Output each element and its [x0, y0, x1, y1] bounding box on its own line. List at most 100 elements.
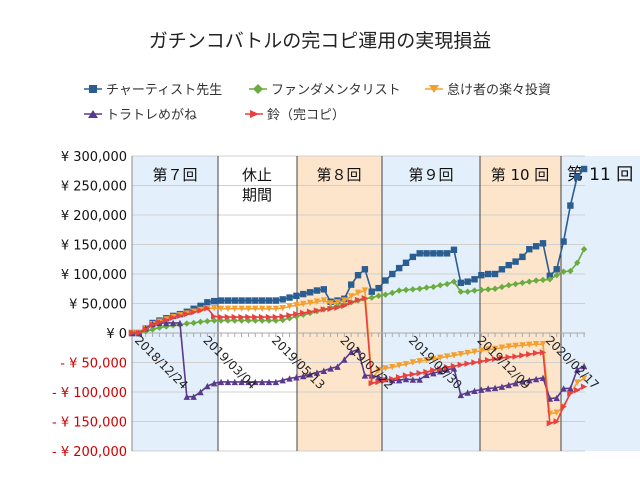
data-point	[320, 306, 327, 313]
data-point	[382, 277, 389, 284]
data-point	[539, 240, 547, 247]
legend-label: トラトレめがね	[106, 108, 198, 123]
data-point	[231, 297, 238, 304]
data-point	[574, 366, 581, 373]
data-point	[293, 310, 300, 318]
data-point	[437, 250, 444, 257]
data-point	[183, 320, 190, 327]
data-point	[368, 294, 375, 301]
data-point	[149, 326, 156, 333]
y-tick-label: ¥ 100,000	[61, 268, 127, 283]
data-point	[539, 349, 547, 356]
data-point	[217, 313, 225, 321]
data-point	[491, 355, 499, 363]
data-point	[354, 296, 362, 304]
data-point	[128, 329, 136, 337]
data-point	[464, 349, 471, 357]
data-point	[286, 312, 293, 319]
data-point	[382, 365, 389, 372]
data-point	[279, 377, 286, 384]
legend-square-marker-icon	[84, 84, 102, 93]
data-point	[361, 294, 369, 302]
data-point	[430, 250, 437, 257]
section-label-line: 第９回	[408, 166, 453, 184]
data-point	[163, 316, 170, 324]
data-point	[512, 353, 519, 360]
section-label: 第 10 回	[491, 166, 550, 184]
data-point	[437, 365, 444, 373]
legend-item-suzu: 鈴（完コピ）	[245, 104, 345, 123]
data-point	[197, 302, 204, 310]
data-point	[389, 270, 396, 278]
data-point	[450, 365, 458, 372]
data-point	[252, 313, 259, 321]
data-point	[519, 279, 526, 287]
data-point	[567, 202, 574, 209]
data-point	[430, 366, 437, 374]
data-point	[395, 377, 403, 384]
legend-triangle-right-marker-icon	[245, 109, 263, 118]
data-point	[450, 352, 458, 359]
data-point	[498, 383, 506, 390]
legend-item-fundamentalist: ファンダメンタリスト	[249, 79, 401, 98]
data-point	[224, 378, 232, 386]
data-point	[546, 272, 554, 279]
data-point	[395, 374, 403, 381]
section-label: 第７回	[152, 166, 197, 184]
data-point	[238, 297, 245, 304]
data-point	[402, 375, 410, 383]
legend-item-lazy-investor: 怠け者の楽々投資	[425, 79, 551, 98]
data-point	[519, 342, 526, 349]
data-point	[443, 353, 451, 360]
data-point	[169, 319, 177, 327]
data-point	[231, 305, 238, 313]
data-point	[354, 271, 362, 279]
legend-label: ファンダメンタリスト	[271, 83, 401, 98]
data-point	[245, 305, 252, 313]
y-tick-label: ¥ 50,000	[69, 298, 127, 313]
data-point	[348, 348, 355, 356]
data-point	[539, 276, 547, 284]
data-point	[416, 285, 423, 292]
data-point	[505, 261, 512, 269]
y-tick-label: - ¥ 100,000	[52, 386, 127, 401]
legend-item-chartist: チャーティスト先生	[84, 79, 222, 98]
legend-diamond-marker-icon	[249, 83, 267, 94]
data-point	[498, 266, 506, 273]
data-point	[190, 319, 197, 327]
data-point	[197, 388, 204, 396]
data-point	[471, 287, 478, 294]
data-point	[306, 289, 314, 296]
data-point	[279, 305, 286, 312]
data-point	[395, 287, 403, 294]
data-point	[368, 288, 375, 295]
data-point	[272, 378, 280, 386]
data-point	[252, 297, 259, 304]
data-point	[402, 286, 410, 294]
data-point	[478, 358, 485, 365]
data-point	[163, 323, 170, 330]
data-point	[430, 369, 437, 377]
data-point	[300, 290, 307, 298]
data-point	[190, 309, 197, 316]
data-point	[485, 270, 492, 278]
data-point	[238, 378, 245, 386]
series-4	[128, 294, 588, 427]
section-label-line: 第７回	[152, 166, 197, 184]
data-point	[464, 360, 471, 367]
data-point	[437, 368, 444, 375]
data-point	[265, 305, 273, 313]
data-point	[553, 266, 560, 273]
data-point	[574, 387, 581, 394]
data-point	[491, 285, 499, 292]
data-point	[539, 374, 547, 382]
data-point	[471, 359, 478, 366]
data-point	[375, 374, 382, 381]
data-point	[512, 379, 519, 387]
data-point	[416, 358, 423, 365]
data-point	[183, 393, 190, 400]
data-point	[457, 361, 464, 369]
data-point	[375, 292, 382, 300]
data-point	[519, 253, 526, 261]
